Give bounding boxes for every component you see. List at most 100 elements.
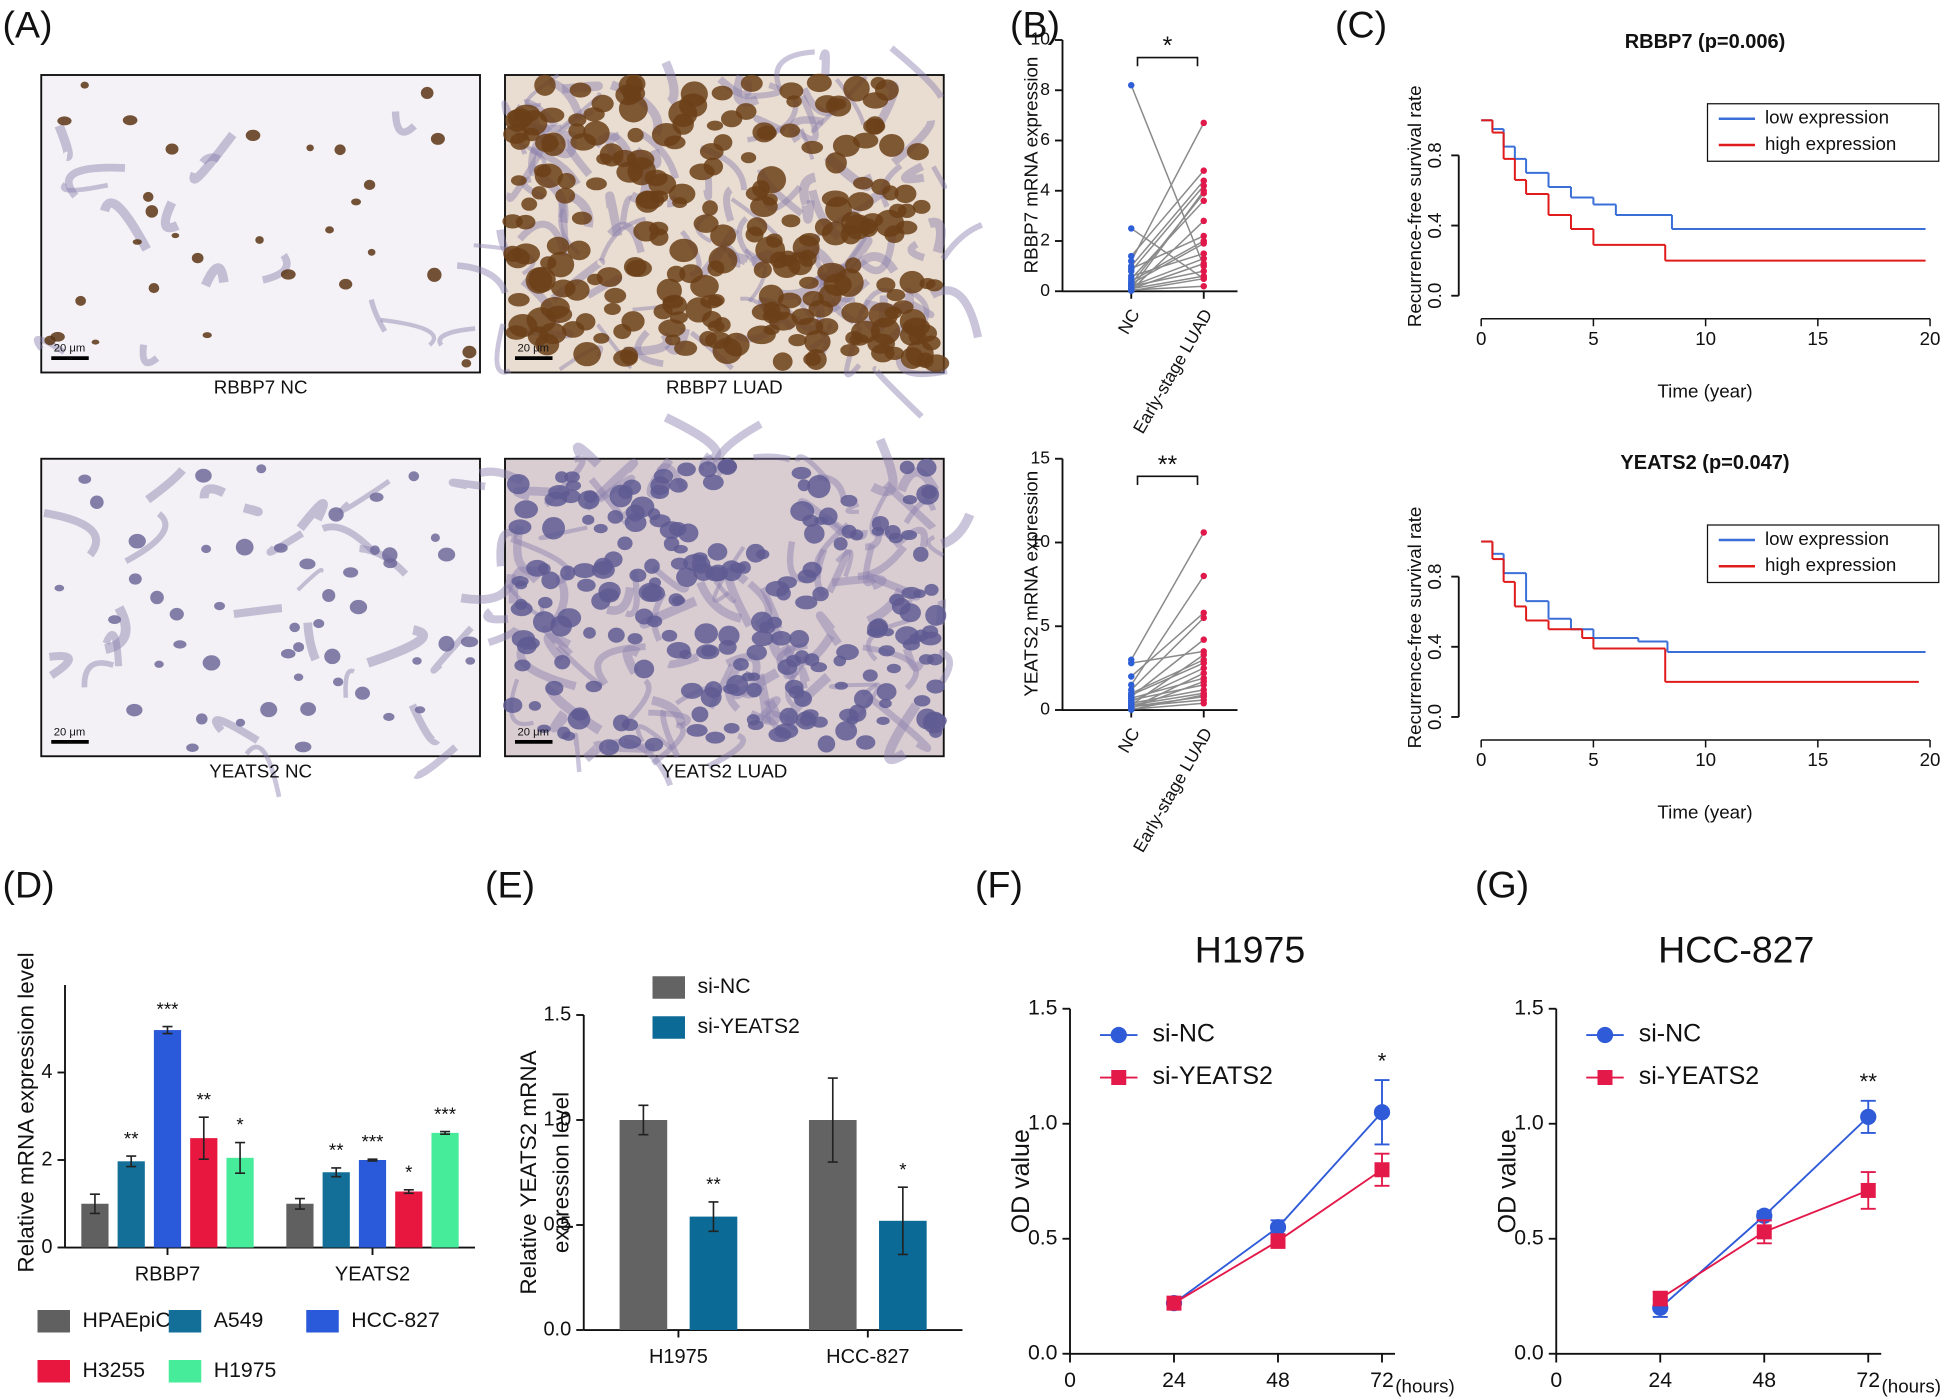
tissue-strand (706, 732, 747, 769)
nucleus (707, 543, 728, 561)
nucleus (913, 629, 929, 642)
tissue-strand (594, 643, 646, 687)
nucleus (751, 611, 774, 633)
nucleus (201, 544, 212, 554)
nucleus (926, 679, 945, 694)
nucleus (777, 659, 798, 675)
error-bar-path (162, 1025, 173, 1035)
nucleus (260, 702, 278, 718)
marker (1374, 1162, 1390, 1178)
tissue-strand (938, 648, 954, 686)
nucleus (678, 93, 708, 118)
image-frame (504, 457, 945, 758)
data-point (1200, 187, 1207, 194)
nucleus (707, 260, 725, 277)
nucleus (706, 120, 724, 131)
nucleus (899, 460, 915, 475)
tissue-strand (798, 666, 811, 689)
nucleus (607, 510, 624, 524)
y-tick-label: 0.4 (1424, 213, 1445, 239)
legend-label: si-YEATS2 (698, 1014, 800, 1038)
nucleus (171, 232, 180, 239)
nucleus (535, 333, 560, 356)
data-point (1200, 659, 1207, 667)
nucleus (408, 471, 420, 482)
nucleus (75, 295, 87, 306)
nucleus (598, 739, 620, 756)
marker (1652, 1291, 1668, 1307)
nucleus (663, 536, 680, 552)
y-tick-label: 0 (41, 1236, 52, 1258)
chart-title: YEATS2 (p=0.047) (1620, 452, 1789, 474)
nucleus (798, 249, 817, 267)
nucleus (916, 458, 937, 477)
significance-label: *** (362, 1131, 384, 1152)
legend-marker (1597, 1070, 1613, 1085)
tissue-strand (889, 45, 944, 99)
tissue-strand (145, 467, 186, 504)
nucleus (712, 337, 743, 364)
error-bar (294, 1197, 305, 1210)
y-tick-label: 10 (1031, 531, 1051, 551)
nucleus (762, 193, 778, 206)
significance-label: ** (706, 1174, 721, 1195)
nucleus (804, 330, 831, 354)
nucleus (510, 175, 527, 186)
nucleus (666, 641, 691, 659)
nucleus (899, 270, 925, 294)
tissue-strand (33, 336, 66, 355)
tissue-strand (487, 626, 520, 646)
y-tick-label: 0.0 (543, 1318, 571, 1340)
nucleus (781, 214, 801, 228)
tissue-strand (201, 263, 229, 288)
y-tick-label: 4 (41, 1061, 52, 1083)
nucleus (568, 113, 587, 127)
error-bar-path (638, 1104, 649, 1136)
y-tick-label: 5 (1040, 615, 1050, 635)
pair-line (1130, 617, 1205, 691)
nucleus (847, 192, 874, 212)
nucleus (676, 567, 698, 588)
nucleus (538, 596, 553, 609)
tissue-strand (437, 326, 476, 347)
pair-line (1130, 190, 1205, 290)
nucleus (427, 267, 442, 282)
y-axis-label: Relative YEATS2 mRNA (516, 1050, 541, 1294)
y-tick-label: 0 (1040, 699, 1050, 719)
significance-label: ** (329, 1140, 344, 1161)
pair-line (1130, 235, 1205, 270)
legend-marker (1110, 1026, 1127, 1044)
nucleus (577, 490, 600, 510)
x-axis-label: Time (year) (1657, 802, 1752, 823)
significance-label: * (405, 1161, 412, 1182)
nucleus (195, 468, 212, 483)
nucleus (293, 673, 304, 681)
marker (1373, 1104, 1391, 1121)
legend-swatch (37, 1310, 70, 1333)
nucleus (774, 723, 799, 739)
tissue-strand (244, 744, 282, 798)
nucleus (878, 645, 895, 657)
tissue-strand (103, 605, 131, 654)
nucleus (540, 256, 557, 270)
nucleus (804, 523, 825, 544)
error-bar (162, 1025, 173, 1035)
legend-label: si-NC (1639, 1020, 1702, 1048)
legend-label: HPAEpiC (83, 1308, 171, 1332)
pair-line (1130, 122, 1205, 262)
legend-label: high expression (1765, 554, 1896, 575)
error-bar-path (367, 1158, 378, 1162)
tissue-strand (543, 632, 572, 663)
nucleus (899, 603, 921, 623)
significance-label: * (1378, 1048, 1387, 1073)
nucleus (649, 228, 669, 246)
nucleus (913, 695, 931, 707)
nucleus (80, 81, 89, 89)
nucleus (886, 663, 901, 674)
tissue-strand (866, 618, 910, 662)
significance-label: *** (434, 1103, 456, 1124)
nucleus (871, 526, 885, 536)
nucleus (840, 494, 858, 507)
nucleus (723, 722, 740, 734)
tissue-strand (510, 536, 572, 586)
